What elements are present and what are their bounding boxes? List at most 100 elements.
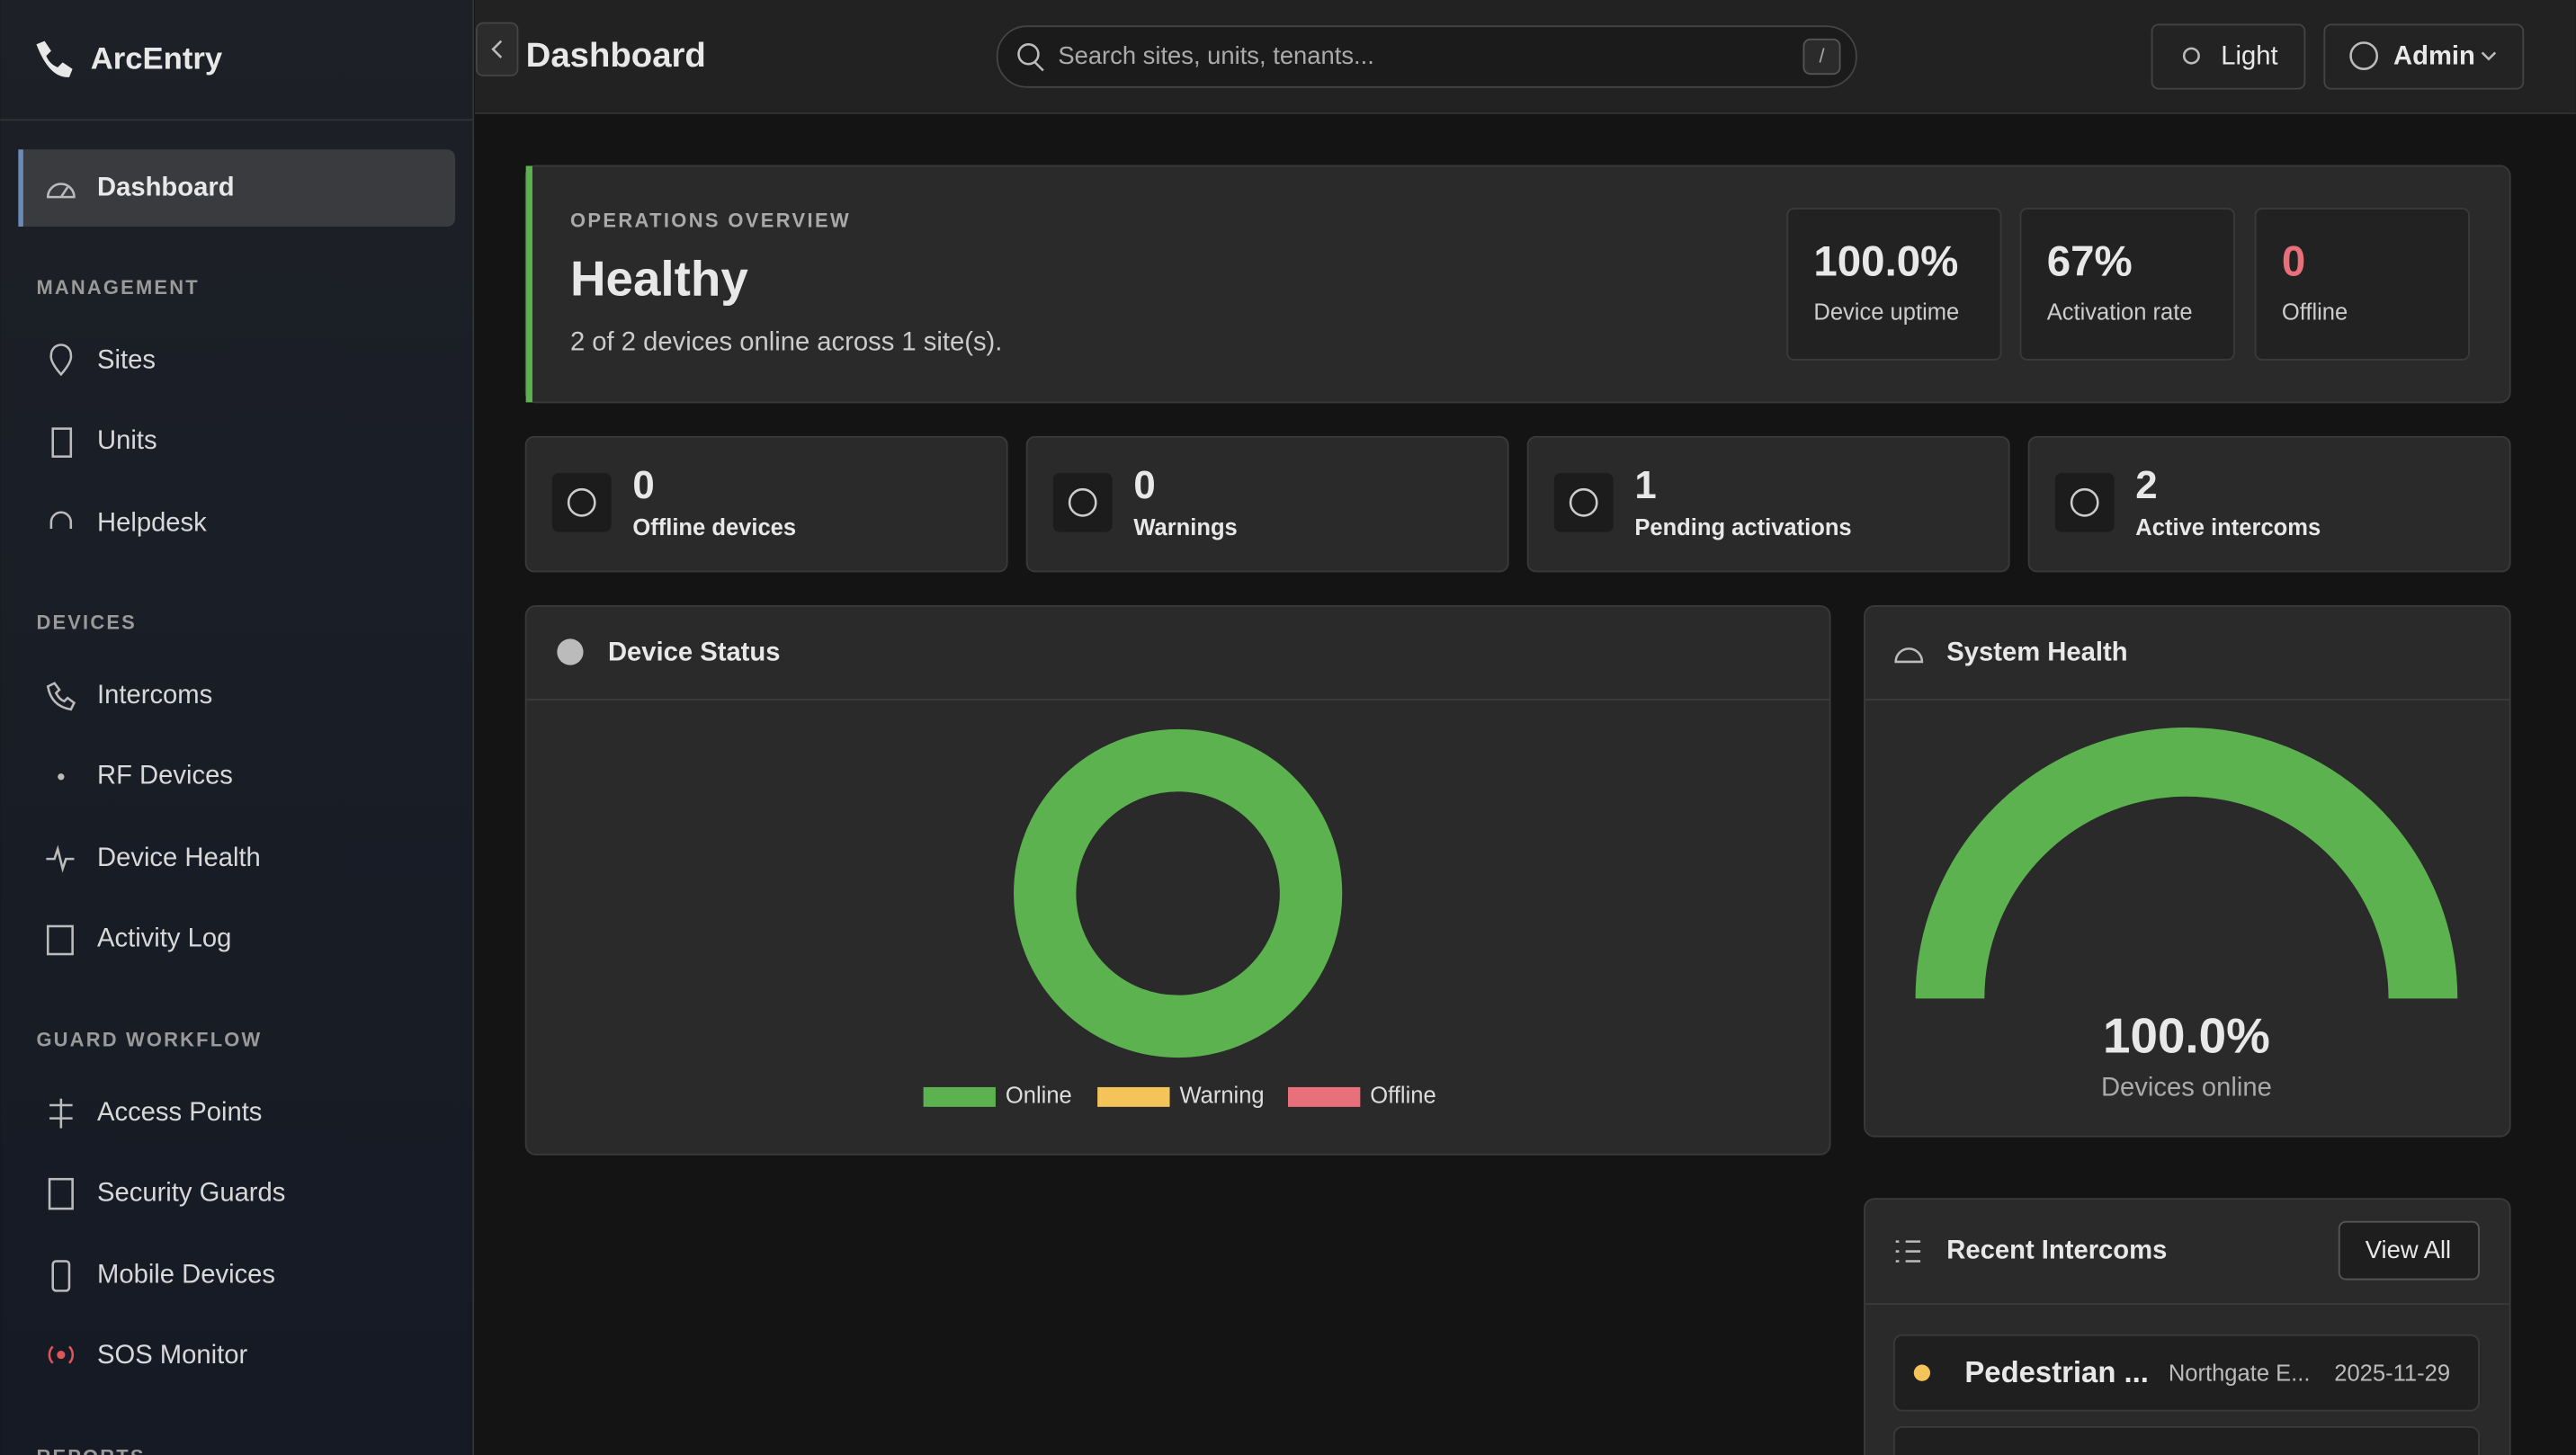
nav-label[interactable]: Device Health (97, 844, 261, 872)
card-title: Device Status (608, 638, 781, 667)
icon (491, 40, 503, 58)
nav-label[interactable]: RF Devices (97, 762, 233, 790)
gauge-caption: Devices online (2101, 1073, 2272, 1102)
stat-card (2027, 435, 2511, 573)
section-title: MANAGEMENT (36, 276, 199, 299)
stat-icon-box (551, 472, 612, 532)
stat-value: 0 (1133, 463, 1155, 507)
metric-value: 0 (2282, 238, 2305, 286)
system-health-card (1864, 604, 2511, 1138)
user-label: Admin (2393, 42, 2475, 71)
icon (49, 1098, 73, 1129)
status-dot (1913, 1364, 1931, 1381)
icon (1895, 1240, 1921, 1263)
search-placeholder: Search sites, units, tenants... (1058, 41, 1373, 69)
legend-swatch (1097, 1086, 1170, 1107)
icon (49, 344, 73, 377)
icon (51, 1260, 71, 1292)
stat-value: 2 (2135, 463, 2157, 507)
metric-label: Activation rate (2047, 300, 2193, 326)
status: Healthy (570, 251, 748, 307)
icon (2481, 51, 2497, 61)
row-bg (1892, 1334, 2480, 1412)
stats: 0 Offline devices 0 Warnings 1 Pending activa… (524, 435, 2511, 573)
stat-label: Pending activations (1634, 515, 1851, 540)
card-title: System Health (1946, 638, 2127, 667)
page-title: Dashboard (526, 36, 706, 75)
legend-label: Online (1006, 1084, 1072, 1109)
stat-icon-box (2054, 472, 2115, 532)
nav-label[interactable]: Units (97, 426, 157, 455)
icon (46, 844, 75, 873)
summary: 2 of 2 devices online across 1 site(s). (570, 327, 1002, 356)
nav-label[interactable]: SOS Monitor (97, 1341, 247, 1370)
metric-card (2254, 208, 2470, 361)
section-title: GUARD WORKFLOW (36, 1029, 262, 1051)
icon (48, 1345, 75, 1364)
stat-card (1526, 435, 2010, 573)
stat-icon-box (1052, 472, 1113, 532)
stat-icon (567, 487, 596, 517)
icon (1894, 647, 1924, 664)
sidebar (0, 0, 474, 1455)
stat-icon-box (1553, 472, 1614, 532)
stat-value: 1 (1634, 463, 1656, 507)
legend-label: Warning (1179, 1084, 1264, 1109)
intercom-row[interactable]: Pedestrian ... Northgate E... 2025-11-29 (1892, 1334, 2480, 1412)
nav-item[interactable]: Dashboard (18, 149, 456, 228)
section-title: REPORTS (36, 1445, 145, 1455)
user-button[interactable] (2323, 23, 2525, 90)
status-bar (525, 165, 532, 403)
theme-button[interactable] (2151, 23, 2306, 90)
eyebrow: OPERATIONS OVERVIEW (570, 209, 851, 231)
icon (51, 427, 73, 458)
stat-value: 0 (632, 463, 654, 507)
metric-card (1786, 208, 2002, 361)
metric-label: Offline (2282, 300, 2348, 326)
card-title: Recent Intercoms (1946, 1236, 2167, 1264)
kbd (1802, 38, 1841, 76)
brand: ArcEntry (91, 42, 223, 76)
gauge-value-arc (1915, 728, 2458, 999)
nav-label[interactable]: Sites (97, 345, 156, 374)
nav-label[interactable]: Access Points (97, 1098, 262, 1127)
intercom-date: 2025-11-29 (2334, 1361, 2450, 1386)
legend-swatch (1288, 1086, 1361, 1107)
icon (46, 183, 76, 199)
stat-label: Active intercoms (2135, 515, 2321, 540)
nav-label[interactable]: Helpdesk (97, 508, 207, 537)
gauge-chart (1915, 728, 2458, 999)
icon (46, 682, 76, 711)
device-status-card (524, 604, 1831, 1156)
search-box[interactable] (996, 25, 1857, 88)
nav-label[interactable]: Intercoms (97, 681, 212, 710)
nav-active-bar (18, 149, 23, 228)
metric-value: 100.0% (1813, 238, 1958, 286)
nav-label[interactable]: Mobile Devices (97, 1261, 275, 1290)
button-label: View All (2366, 1236, 2451, 1263)
metric-label: Device uptime (1813, 300, 1959, 326)
nav-active-bg (18, 149, 456, 228)
nav-label[interactable]: Security Guards (97, 1178, 285, 1207)
stat-icon (1569, 487, 1598, 517)
metric-value: 67% (2047, 238, 2133, 286)
stat-card (1025, 435, 1509, 573)
collapse-button[interactable] (475, 22, 519, 76)
icon (46, 924, 74, 956)
stat-icon (1068, 487, 1097, 517)
legend-label: Offline (1370, 1084, 1436, 1109)
icon (557, 638, 584, 665)
icon (49, 511, 73, 530)
theme-label: Light (2221, 42, 2277, 71)
stat-icon (2070, 487, 2099, 517)
section-title: DEVICES (36, 611, 137, 634)
nav-label[interactable]: Activity Log (97, 924, 231, 952)
donut-chart: Online Warning Offline (923, 728, 1436, 1109)
view-all-button[interactable] (2338, 1220, 2480, 1281)
icon (2182, 47, 2200, 65)
brand-icon (36, 40, 73, 77)
intercom-name: Pedestrian ... (1964, 1355, 2149, 1388)
icon (1033, 61, 1044, 72)
